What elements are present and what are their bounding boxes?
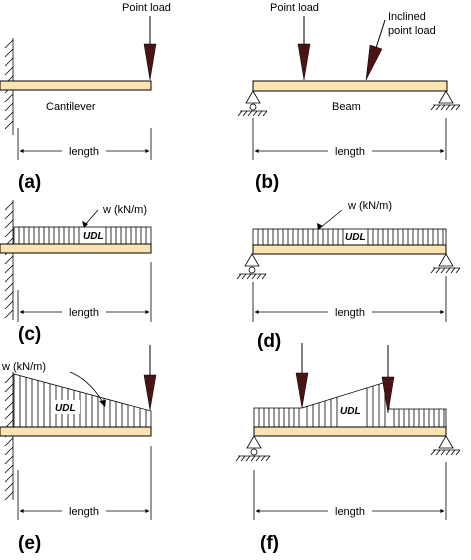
point-load-arrow	[143, 16, 157, 81]
udl-label: UDL	[340, 406, 361, 417]
length-dimension	[17, 262, 152, 322]
pin-support-left	[235, 435, 271, 462]
pin-support-left	[236, 253, 267, 280]
udl-label: UDL	[345, 232, 366, 243]
beam	[252, 244, 447, 255]
caption-e: (e)	[18, 533, 41, 554]
length-label: length	[335, 506, 365, 518]
length-dimension	[252, 276, 447, 322]
length-label: length	[69, 307, 99, 319]
length-dimension	[17, 128, 152, 160]
pin-support-right	[430, 90, 461, 111]
udl-block: UDL	[252, 228, 447, 246]
trapezoidal-load: UDL	[13, 373, 152, 428]
udl-label: UDL	[83, 231, 104, 242]
point-load-label: Point load	[122, 2, 171, 14]
point-load-label: Point load	[270, 2, 319, 14]
load-intensity-leader	[82, 209, 99, 228]
caption-c: (c)	[18, 324, 41, 345]
caption-f: (f)	[260, 533, 279, 554]
caption-a: (a)	[18, 172, 41, 193]
point-load-arrow-2	[381, 345, 395, 414]
panel-e-cantilever-varying-load: UDL w (kN/m) length (e)	[0, 345, 157, 554]
load-intensity-label: w (kN/m)	[1, 361, 46, 373]
inclined-load-label-2: point load	[388, 25, 436, 37]
inclined-load-arrow	[365, 19, 386, 81]
fixed-wall-support	[4, 372, 14, 501]
beam	[253, 426, 447, 437]
combined-distributed-load: UDL	[253, 381, 447, 428]
pin-support-right	[430, 435, 461, 456]
point-load-arrow	[143, 345, 157, 411]
udl-label: UDL	[55, 403, 76, 414]
panel-a-cantilever: Point load Cantilever length (a)	[0, 2, 171, 193]
cantilever-beam	[0, 426, 152, 437]
udl-block: UDL	[13, 226, 152, 245]
inclined-load-label-1: Inclined	[388, 11, 426, 23]
member-label: Beam	[332, 101, 361, 113]
cantilever-beam	[0, 80, 152, 91]
load-intensity-label: w (kN/m)	[102, 204, 147, 216]
caption-b: (b)	[255, 172, 279, 193]
load-intensity-leader	[317, 209, 343, 230]
point-load-arrow-1	[295, 343, 309, 409]
load-intensity-leader	[69, 371, 106, 407]
panel-c-cantilever-udl: UDL w (kN/m) length (c)	[0, 200, 152, 345]
point-load-arrow	[297, 16, 311, 81]
caption-d: (d)	[257, 331, 281, 352]
panel-d-simple-beam-udl: UDL w (kN/m) length (d)	[236, 200, 461, 352]
load-intensity-label: w (kN/m)	[347, 200, 392, 212]
cantilever-beam	[0, 243, 152, 254]
length-dimension	[252, 118, 447, 160]
pin-support-left	[237, 90, 268, 117]
length-dimension	[17, 446, 152, 520]
panel-b-simple-beam: Point load Inclined point load Beam leng…	[237, 2, 461, 193]
panel-f-simple-beam-combined-load: UDL length (f)	[235, 343, 461, 554]
beam	[252, 80, 448, 92]
length-label: length	[69, 506, 99, 518]
length-dimension	[253, 462, 447, 520]
length-label: length	[335, 307, 365, 319]
member-label: Cantilever	[46, 101, 96, 113]
pin-support-right	[430, 253, 461, 274]
length-label: length	[335, 146, 365, 158]
fixed-wall-support	[4, 200, 14, 320]
length-label: length	[69, 146, 99, 158]
